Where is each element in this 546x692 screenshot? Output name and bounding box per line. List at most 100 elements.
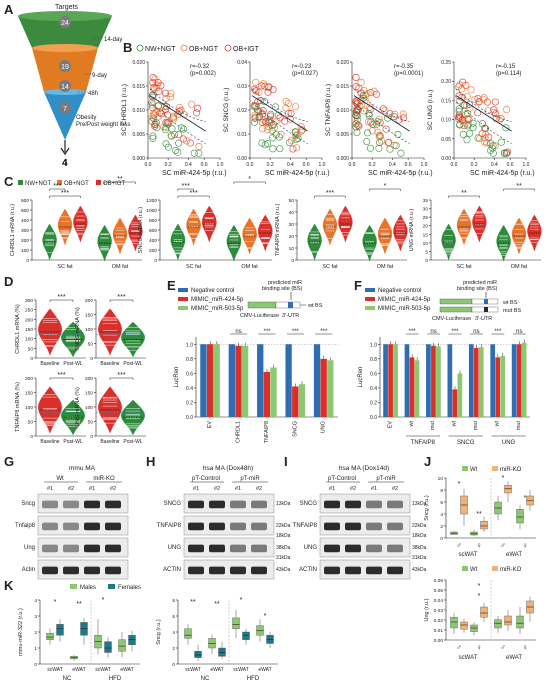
box-k	[208, 638, 216, 649]
sig-bracket	[49, 195, 81, 198]
y-axis-label: SC UNG (r.u.)	[427, 90, 434, 130]
sig-stars: *	[458, 481, 461, 488]
y-tick-label: 0.010	[336, 108, 349, 114]
legend-b-nw: NW+NGT	[145, 46, 176, 53]
kda-label: 43kDa	[276, 567, 291, 573]
bar	[473, 347, 479, 417]
bar	[200, 344, 207, 417]
scatter-point	[482, 125, 490, 133]
box-k	[46, 633, 54, 640]
scatter-point	[277, 130, 285, 138]
bar	[521, 342, 527, 417]
scatter-point	[161, 89, 170, 97]
scatter-point	[382, 125, 390, 133]
scatter-point	[256, 108, 264, 116]
y-tick-label: 200	[25, 376, 33, 382]
y-tick-label: 0.000	[132, 156, 145, 162]
kda-label: 43kDa	[412, 567, 427, 573]
scatter-point	[258, 139, 266, 147]
gene-label: TNFAIP8	[411, 440, 436, 446]
scatter-point	[164, 143, 172, 151]
blot-title: hsa MA (Dox48h)	[203, 465, 253, 472]
blot-band	[387, 544, 403, 553]
y-tick-label: 1.0	[186, 342, 193, 348]
regression-line	[455, 95, 512, 132]
scatter-point	[363, 138, 371, 146]
scatter-point	[195, 149, 203, 157]
sig-bracket	[314, 195, 346, 198]
funnel-label-obesity: Obesity	[76, 115, 96, 121]
legend-e-503: MIMIC_miR-503-5p	[191, 306, 244, 312]
sig-stars: ***	[117, 294, 125, 301]
bar	[404, 344, 410, 417]
scatter-point	[293, 144, 301, 152]
scatter-point	[353, 128, 361, 137]
scatter-point	[174, 148, 182, 156]
bar	[393, 344, 398, 417]
blot-row-label: Tnfaip8	[15, 523, 36, 529]
scatter-point	[285, 139, 294, 147]
scatter-point	[250, 118, 258, 126]
y-tick-label: 4	[440, 512, 443, 518]
y-tick-label: 0	[90, 434, 93, 440]
x-tick-label: 0.0	[247, 162, 254, 168]
blot-strip	[319, 537, 411, 558]
legend-f-503: MIMIC_miR-503-5p	[378, 306, 431, 312]
legend-wt: Wt	[470, 467, 478, 473]
kda-label: 18kDa	[412, 533, 427, 539]
x-tick-label: 0.2	[267, 162, 274, 168]
sig-bracket	[448, 195, 480, 198]
sig-bracket	[503, 188, 535, 191]
kda-label: 22kDa	[276, 523, 291, 529]
bar	[490, 344, 496, 417]
blot-band	[42, 522, 58, 531]
bar	[457, 373, 463, 417]
blot-row-label: Actin	[22, 567, 35, 573]
blot-band	[251, 500, 267, 509]
scatter-point	[375, 133, 383, 141]
funnel-label-9day: 9-day	[92, 73, 107, 79]
kda-label: 31kDa	[412, 555, 427, 561]
construct-e-promoter: CMV-Luciferase	[240, 313, 279, 319]
box-ung	[504, 615, 512, 626]
box-k	[266, 635, 274, 644]
box-ung	[516, 615, 524, 629]
sex-symbol: ♂	[500, 541, 506, 550]
scatter-point	[151, 108, 159, 116]
category-label: wt	[452, 421, 458, 428]
scatter-point	[465, 129, 474, 138]
box-k	[256, 625, 264, 636]
scatter-point	[252, 87, 260, 95]
scatter-point	[161, 126, 170, 134]
y-tick-label: 50	[289, 198, 295, 204]
y-tick-label: 0.2	[370, 400, 377, 406]
y-tick-label: 0.00	[237, 156, 247, 162]
y-tick-label: 0.06	[434, 578, 444, 584]
y-tick-label: 8	[440, 488, 443, 494]
blot-band	[63, 544, 79, 553]
y-tick-label: 1	[34, 646, 37, 652]
bar	[426, 344, 431, 417]
scatter-point	[267, 110, 275, 118]
blot-band	[324, 522, 340, 531]
scatter-point	[384, 114, 392, 122]
bar-chart-f: 0.0 0.2 0.4 0.6 0.8 1.0 LucRen EV wt mut wt mut wt mu…	[358, 329, 530, 446]
bar	[235, 345, 242, 417]
panel-c-legend: NW+NGT OB+NGT OB+IGT	[18, 180, 126, 187]
violin-chrdl1: 0 100 200 300 400 500 600 CHRDL1 mRNA (r.u.) SC …	[10, 176, 143, 270]
violin-d-tnfaip8: 0 50 100 150 200 TNFAIP8 mRNA (%) *** Baseline P…	[15, 372, 86, 445]
scatter-point	[500, 149, 508, 157]
scatter-point	[168, 132, 176, 140]
r-value: r=-0.23	[292, 64, 312, 70]
construct-e-bs-label-2: binding site (BS)	[262, 286, 303, 292]
box-k	[218, 647, 226, 657]
scatter-point	[175, 131, 183, 139]
bar	[206, 344, 214, 417]
r-value: r=-0.32	[190, 64, 210, 70]
bar	[431, 345, 436, 417]
lane-label: #2	[68, 486, 74, 492]
blot-band	[387, 500, 403, 509]
category-label: EV	[387, 421, 393, 429]
x-label: Post-WL	[63, 361, 82, 367]
